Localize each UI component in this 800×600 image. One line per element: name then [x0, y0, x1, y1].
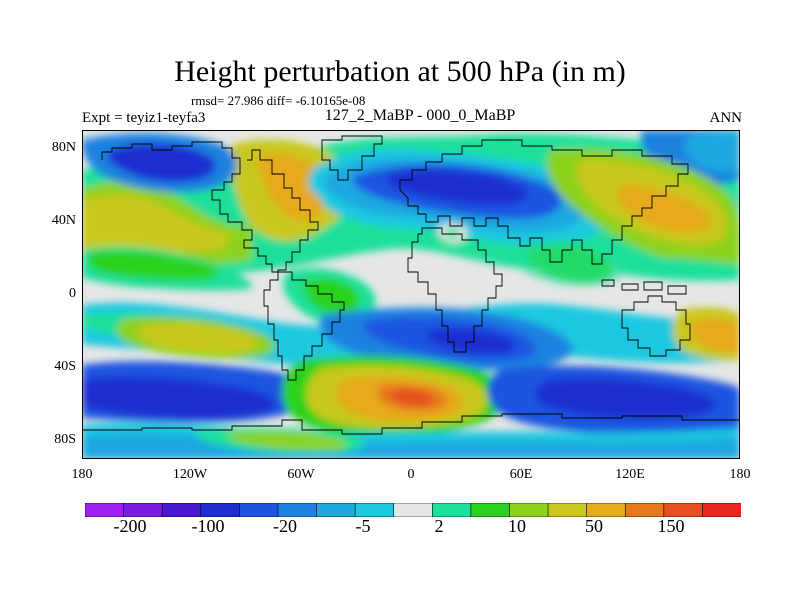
sh-red-atlantic-so — [391, 389, 433, 406]
outline-eurasia — [399, 139, 689, 265]
lon-label-180e: 180 — [729, 467, 751, 482]
nh-deep-eurasia — [387, 169, 528, 205]
colorbar-swatch — [702, 502, 742, 518]
tropic-green-east — [613, 257, 740, 281]
colorbar-swatch — [277, 502, 318, 518]
colorbar-label-50: 50 — [585, 516, 603, 536]
contour-map — [82, 130, 740, 459]
lon-label-60e: 60E — [509, 467, 533, 482]
colorbar-swatch — [509, 502, 549, 518]
colorbar-swatch — [431, 502, 472, 518]
nh-deep-pacific — [107, 143, 216, 183]
sh-deep-east-so — [535, 378, 716, 419]
colorbar — [84, 502, 742, 518]
outline-indonesia — [601, 279, 687, 295]
lon-label-120w: 120W — [172, 467, 208, 482]
nh-olive-west — [82, 194, 232, 254]
continent-outlines — [82, 135, 740, 435]
colorbar-swatch — [393, 502, 434, 518]
rmsd-stats: rmsd= 27.986 diff= -6.10165e-08 — [191, 93, 366, 108]
colorbar-swatch — [239, 502, 279, 518]
plot-title: Height perturbation at 500 hPa (in m) — [174, 55, 626, 88]
tropic-lime-s-america — [302, 278, 360, 315]
outline-antarctica — [82, 413, 740, 435]
nh-blue-ne-pacific — [684, 130, 740, 172]
plot-subtitle: 127_2_MaBP - 000_0_MaBP — [324, 107, 516, 124]
lat-label-40s: 40S — [54, 359, 76, 374]
lon-label-60w: 60W — [287, 467, 315, 482]
colorbar-swatch — [316, 502, 356, 518]
colorbar-label-150: 150 — [657, 516, 685, 536]
colorbar-swatch — [354, 502, 395, 518]
colorbar-swatch — [84, 502, 125, 518]
lat-label-0: 0 — [69, 286, 76, 301]
sh-gold-east — [690, 318, 740, 353]
colorbar-label-10: 10 — [508, 516, 526, 536]
tropic-lime-west — [87, 250, 218, 281]
sh-deep-west-so — [82, 377, 276, 419]
lon-label-180w: 180 — [71, 467, 93, 482]
lat-label-80n: 80N — [51, 140, 76, 155]
sh-deep-mid — [426, 328, 516, 355]
sh-lime-antarctic — [226, 431, 348, 451]
colorbar-label-m100: -100 — [191, 516, 225, 536]
colorbar-label-m20: -20 — [273, 516, 297, 536]
sh-olive-pacific — [137, 323, 259, 353]
nh-ring-green — [444, 227, 461, 238]
colorbar-label-m200: -200 — [113, 516, 147, 536]
colorbar-swatch — [123, 502, 163, 518]
colorbar-swatch — [161, 502, 202, 518]
season-label: ANN — [709, 110, 743, 126]
lon-label-0: 0 — [407, 467, 415, 482]
outline-north-america — [101, 141, 319, 273]
outline-africa — [407, 227, 503, 353]
map-frame — [82, 130, 740, 459]
outline-south-america — [263, 271, 345, 381]
colorbar-label-m5: -5 — [355, 516, 371, 536]
tropic-green-asia — [513, 238, 628, 287]
outline-australia — [621, 295, 691, 357]
colorbar-swatch — [470, 502, 511, 518]
colorbar-swatch — [586, 502, 627, 518]
colorbar-swatch — [624, 502, 665, 518]
experiment-label: Expt = teyiz1-teyfa3 — [82, 110, 206, 126]
lat-label-80s: 80S — [54, 432, 76, 447]
nh-gold-ne — [617, 185, 712, 233]
colorbar-swatch — [200, 502, 241, 518]
colorbar-swatch — [547, 502, 588, 518]
lon-label-120e: 120E — [615, 467, 645, 482]
colorbar-swatch — [663, 502, 704, 518]
lat-label-40n: 40N — [51, 213, 76, 228]
outline-greenland — [321, 135, 383, 181]
colorbar-label-2: 2 — [434, 516, 444, 536]
